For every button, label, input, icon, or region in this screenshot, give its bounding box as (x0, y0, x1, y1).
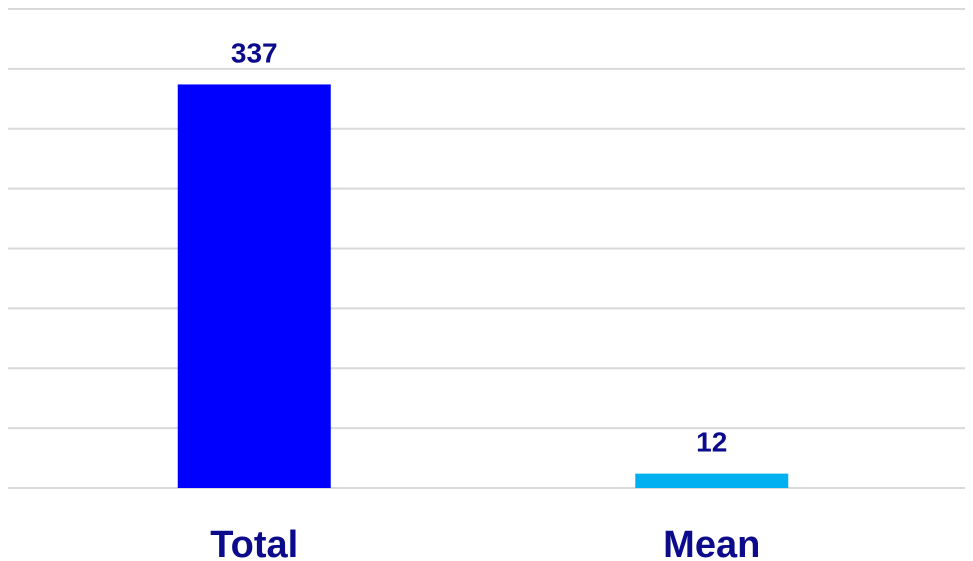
category-label-mean: Mean (663, 524, 760, 561)
bar-total (177, 84, 331, 488)
category-axis: Total Mean (210, 524, 760, 561)
category-label-total: Total (210, 524, 298, 561)
data-label-mean: 12 (696, 427, 727, 458)
data-label-total: 337 (231, 37, 278, 68)
bar-mean (635, 473, 789, 488)
bars (177, 84, 789, 488)
gridlines (8, 8, 965, 489)
data-labels: 337 12 (231, 37, 727, 457)
